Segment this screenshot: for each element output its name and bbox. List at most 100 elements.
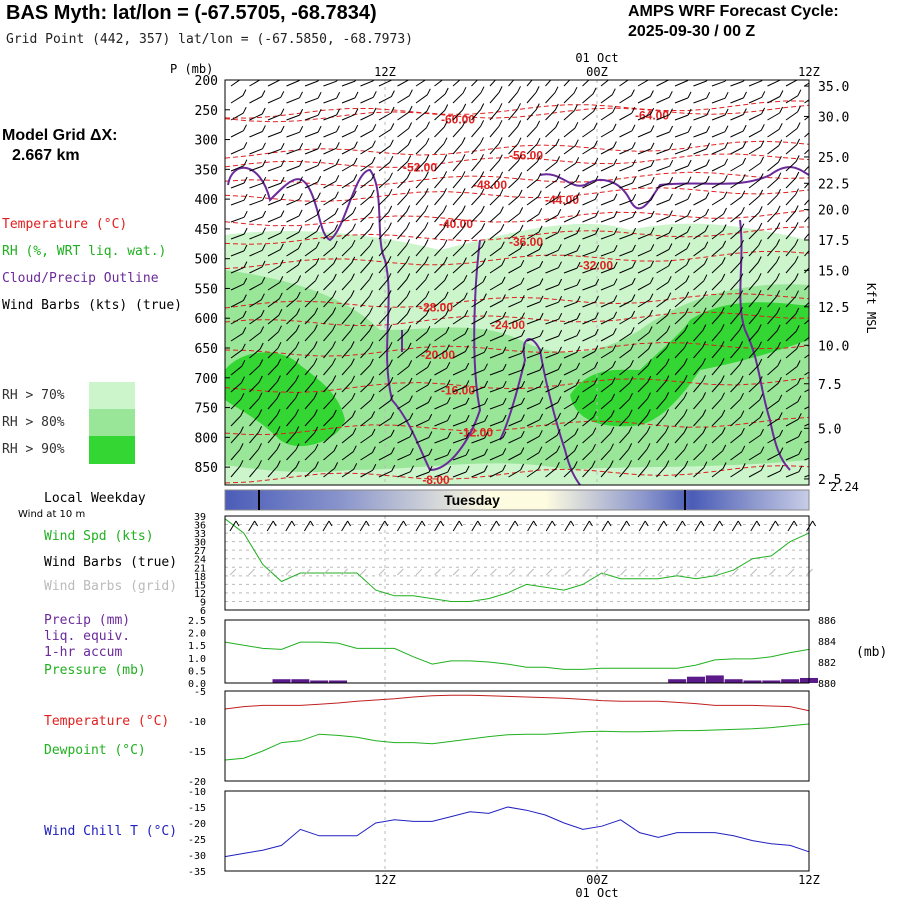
wind-barb-shaft [545, 352, 559, 359]
panel-grid-barb [657, 568, 665, 576]
wind-barb-shaft [286, 314, 298, 325]
panel-wind-barb [471, 520, 479, 532]
wind-barb-flag [280, 108, 285, 115]
panel-grid-barb [359, 568, 367, 576]
wind-barb-flag [424, 222, 429, 229]
wind-barb-shaft [489, 160, 500, 172]
wind-barb-flag [428, 413, 433, 421]
wind-barb-shaft [656, 364, 667, 376]
wind-barb-flag [631, 72, 634, 78]
wind-barb-flag [243, 244, 248, 252]
height-ticks: 35.030.025.022.520.017.515.012.510.07.55… [804, 80, 849, 488]
wind-barb-flag [517, 120, 522, 127]
wind-barb-flag [613, 193, 618, 201]
panel-wind-barb [396, 520, 404, 532]
wind-barb-flag [499, 171, 504, 179]
wind-barb-flag [611, 393, 616, 401]
wind-barb-flag [758, 358, 763, 366]
wind-barb-flag [761, 107, 766, 115]
wind-barb-shaft [693, 198, 707, 206]
rh-shading [225, 223, 809, 485]
wind-barb-shaft [582, 318, 596, 325]
wind-barb-flag [650, 260, 655, 268]
wind-barb-flag [632, 176, 637, 184]
wind-barb-shaft [637, 131, 652, 138]
wind-barb-shaft [711, 263, 723, 274]
wind-barb-flag [427, 378, 432, 386]
wind-barb-flag [595, 295, 599, 303]
panel-tick-label: 30 [194, 538, 206, 549]
wind-barb-shaft [656, 148, 670, 155]
wind-barb-shaft [304, 398, 315, 410]
wind-barb-flag [610, 410, 615, 417]
wind-barb-shaft [748, 330, 759, 342]
wind-barb-shaft [767, 278, 777, 291]
wind-barb-shaft [378, 178, 390, 189]
wind-barb-shaft [378, 112, 392, 121]
wind-barb-flag [743, 91, 747, 99]
wind-barb-flag [668, 210, 673, 217]
panel-grid-barb [397, 568, 404, 576]
wind-barb-flag [276, 392, 281, 399]
wind-barb-flag [276, 375, 281, 382]
wind-barb-shaft [508, 283, 522, 291]
wind-barb-flag [593, 378, 598, 385]
bottom-x-tick-label: 00Z [586, 873, 608, 887]
height-tick-label: 5.0 [818, 422, 841, 437]
wind-barb-shaft [748, 212, 760, 223]
wind-barb-shaft [637, 249, 652, 257]
panel-grid-barb [527, 568, 534, 576]
wind-barb-shaft [434, 262, 445, 274]
wind-barb-shaft [341, 147, 355, 155]
wind-barb-flag [776, 324, 781, 332]
wind-barb-flag [520, 277, 525, 285]
wind-barb-flag [502, 363, 507, 371]
wind-barb-shaft [489, 92, 500, 104]
wind-barb-flag [779, 429, 784, 437]
wind-barb-flag [332, 273, 337, 281]
wind-barb-shaft [304, 415, 315, 427]
wind-barb-shaft [397, 453, 411, 461]
wind-barb-shaft [804, 301, 809, 308]
wind-barb-shaft [230, 415, 242, 427]
wind-barb-flag [665, 358, 670, 366]
wind-barb-flag [258, 409, 263, 416]
wind-barb-flag [777, 341, 781, 349]
cloud-outline-mid [539, 166, 809, 210]
wind-barb-flag [314, 443, 319, 451]
wind-barb-flag [631, 261, 636, 268]
wind-barb-flag [409, 412, 414, 420]
wind-barb-shaft [434, 315, 446, 325]
wind-barb-flag [613, 210, 618, 218]
wind-barb-shaft [637, 182, 652, 189]
wind-barb-flag [482, 275, 487, 283]
wind-barb-flag [631, 124, 636, 132]
wind-barb-flag [722, 444, 727, 452]
wind-barb-flag [462, 103, 467, 111]
wind-barb-flag [665, 409, 669, 416]
wind-barb-flag [332, 358, 336, 365]
wind-barb-shaft [471, 211, 482, 223]
top-date-label: 01 Oct [575, 51, 618, 65]
wind-barb-shaft [434, 245, 445, 257]
precip-bar [724, 679, 743, 683]
wind-barb-flag [705, 192, 710, 199]
wind-barb-flag [555, 70, 558, 76]
wind-barb-flag [520, 295, 525, 302]
wind-barb-shaft [323, 279, 334, 291]
wind-barb-shaft [415, 471, 430, 478]
wind-barb-flag [482, 293, 487, 300]
wind-barb-flag [502, 380, 507, 388]
wind-barb-flag [817, 397, 820, 403]
wind-barb-flag [612, 360, 616, 368]
wind-barb-flag [687, 108, 692, 116]
wind-barb-flag [446, 72, 449, 78]
wind-barb-shaft [656, 199, 670, 206]
wind-barb-shaft [582, 163, 596, 172]
wind-barb-shaft [545, 434, 558, 444]
pressure-tick-label: 250 [195, 104, 218, 119]
wind-barb-flag [558, 295, 563, 303]
wind-barb-flag [371, 428, 376, 436]
wind-barb-flag [814, 274, 817, 280]
